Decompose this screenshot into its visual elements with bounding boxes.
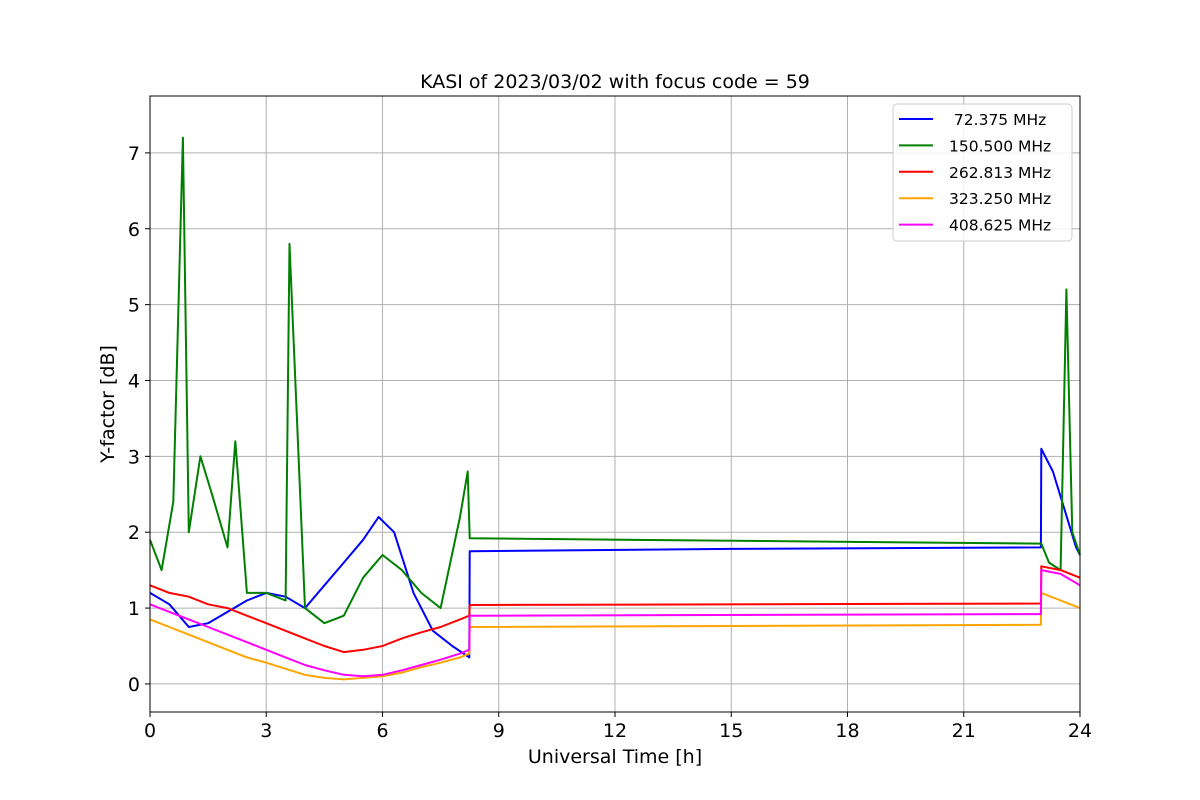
x-tick-label: 6 (376, 720, 388, 742)
legend-label: 72.375 MHz (949, 111, 1046, 129)
y-axis-label: Y-factor [dB] (97, 345, 119, 464)
x-tick-label: 3 (260, 720, 272, 742)
x-tick-label: 18 (835, 720, 859, 742)
x-tick-label: 9 (493, 720, 505, 742)
y-tick-label: 0 (128, 674, 140, 696)
x-tick-label: 21 (952, 720, 976, 742)
y-tick-label: 3 (128, 446, 140, 468)
legend-box (892, 103, 1073, 242)
series-line-4 (149, 591, 1081, 681)
y-tick-label: 2 (128, 522, 140, 544)
y-tick-label: 6 (128, 219, 140, 241)
y-tick-label: 5 (128, 295, 140, 317)
y-tick-label: 4 (128, 370, 140, 392)
legend-label: 408.625 MHz (949, 217, 1051, 235)
x-axis-label: Universal Time [h] (528, 746, 702, 768)
legend-label: 262.813 MHz (949, 164, 1051, 182)
y-axis: 0 1 2 3 4 5 6 7 (128, 143, 150, 696)
chart-title: KASI of 2023/03/02 with focus code = 59 (420, 71, 810, 93)
legend-label: 323.250 MHz (949, 190, 1051, 208)
y-tick-label: 7 (128, 143, 140, 165)
series-lines (149, 136, 1081, 681)
x-tick-label: 12 (603, 720, 627, 742)
x-axis: 0 3 6 9 12 15 18 21 24 (144, 712, 1092, 742)
y-tick-label: 1 (128, 598, 140, 620)
series-line-2 (149, 136, 1081, 625)
series-line-3 (149, 565, 1081, 654)
series-line-5 (149, 569, 1081, 678)
x-tick-label: 24 (1068, 720, 1092, 742)
legend-label: 150.500 MHz (949, 137, 1051, 155)
x-tick-label: 0 (144, 720, 156, 742)
x-tick-label: 15 (719, 720, 743, 742)
legend: 72.375 MHz 150.500 MHz 262.813 MHz 323.250 … (892, 103, 1073, 242)
